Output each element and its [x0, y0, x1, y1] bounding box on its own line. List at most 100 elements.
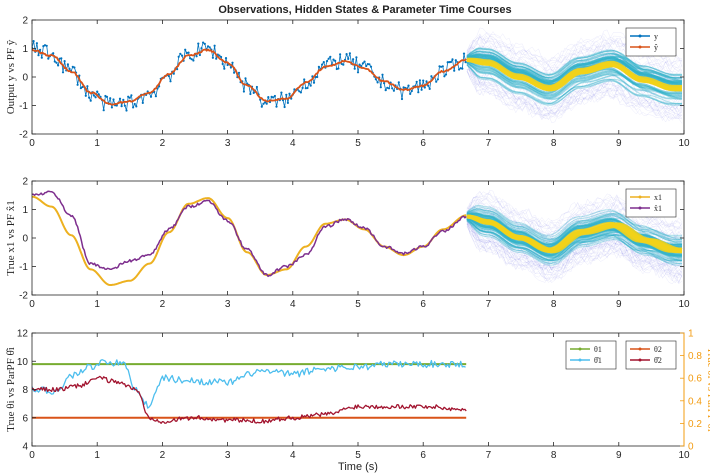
data-point	[200, 47, 203, 50]
data-point	[190, 58, 193, 61]
data-point	[448, 61, 451, 64]
forecast-trajectory	[466, 70, 683, 119]
data-point	[198, 53, 201, 57]
forecast-trajectory	[466, 218, 683, 271]
forecast-trajectory	[466, 219, 683, 274]
right-tick-label: 0.4	[688, 396, 702, 407]
series-1-1	[32, 190, 467, 278]
data-point	[215, 57, 218, 60]
data-point	[286, 101, 289, 104]
legend-label: θ̂2	[654, 356, 662, 365]
data-point	[195, 55, 198, 58]
data-point	[231, 61, 234, 64]
forecast-trajectory	[466, 211, 682, 244]
data-point	[418, 79, 421, 82]
forecast-trajectory	[466, 40, 683, 77]
data-point	[104, 94, 107, 98]
right-tick-label: 0.2	[688, 419, 702, 430]
forecast-trajectory	[466, 219, 683, 262]
forecast-trajectory	[466, 48, 682, 77]
data-point	[237, 71, 241, 74]
forecast-trajectory	[466, 63, 682, 105]
data-point	[57, 64, 60, 67]
legend-label: y	[654, 32, 658, 41]
series-1-0	[32, 195, 467, 286]
data-point	[224, 57, 228, 60]
data-point	[32, 40, 35, 43]
x-tick-label: 8	[551, 138, 557, 149]
data-point	[436, 78, 439, 81]
forecast-trajectory	[466, 71, 683, 121]
data-point	[446, 61, 449, 64]
x-tick-label: 4	[290, 138, 296, 149]
data-point	[260, 105, 263, 108]
forecast-trajectory	[466, 208, 682, 240]
forecast-trajectory	[466, 191, 683, 231]
data-point	[391, 87, 394, 90]
x-tick-label: 8	[551, 450, 557, 461]
data-point	[312, 81, 316, 84]
data-point	[441, 65, 444, 68]
x-tick-label: 6	[420, 138, 426, 149]
x-tick-label: 7	[486, 299, 492, 310]
forecast-trajectory	[466, 61, 683, 110]
data-point	[443, 75, 446, 78]
data-point	[259, 98, 262, 101]
x-tick-label: 3	[225, 138, 231, 149]
forecast-trajectory	[466, 224, 683, 281]
data-point	[177, 55, 180, 58]
data-point	[368, 63, 371, 66]
data-point	[94, 96, 97, 99]
data-point	[275, 105, 278, 108]
data-point	[92, 94, 95, 97]
data-point	[218, 54, 221, 57]
x-tick-label: 1	[94, 299, 100, 310]
data-point	[386, 86, 389, 89]
output-panel: 0 1 2 3 4 5 6 7 8 9 10 -2 -1 0 1 2 Output y vs PF ŷ yŷ	[5, 16, 690, 150]
data-point	[226, 63, 229, 67]
data-point	[208, 46, 211, 49]
data-point	[265, 102, 268, 105]
data-point	[52, 52, 55, 55]
x-tick-label: 5	[355, 299, 361, 310]
y-axis-label: True x1 vs PF x̂1	[5, 200, 17, 275]
data-point	[115, 104, 118, 107]
forecast-trajectory	[466, 71, 683, 117]
data-point	[280, 91, 283, 94]
y-tick-label: -2	[19, 130, 28, 141]
data-point	[242, 90, 245, 93]
data-point	[45, 44, 48, 47]
data-point	[149, 95, 153, 98]
x-tick-label: 1	[94, 138, 100, 149]
data-point	[252, 91, 255, 94]
legend-label: x̂1	[654, 204, 662, 213]
data-point	[306, 86, 309, 90]
x-tick-label: 10	[678, 450, 690, 461]
data-point	[352, 58, 355, 61]
forecast-trajectory	[466, 219, 683, 261]
forecast-trajectory	[466, 199, 683, 239]
forecast-trajectory	[466, 219, 682, 264]
data-point	[417, 91, 420, 94]
forecast-trajectory	[466, 217, 683, 275]
forecast-trajectory	[466, 222, 683, 276]
data-point	[96, 90, 99, 93]
forecast-trajectory	[466, 47, 682, 76]
data-point	[185, 51, 188, 55]
series-0-1	[32, 48, 467, 106]
right-tick-label: 1	[688, 329, 694, 340]
data-point	[322, 61, 325, 64]
forecast-trajectory	[466, 50, 682, 79]
y-tick-label: 1	[22, 44, 28, 55]
forecast-trajectory	[466, 64, 683, 119]
forecast-trajectory	[466, 223, 683, 285]
y-tick-label: 4	[22, 442, 28, 453]
forecast-trajectory	[466, 212, 682, 246]
data-point	[40, 56, 43, 59]
forecast-trajectory	[466, 226, 683, 284]
data-point	[213, 44, 216, 47]
data-point	[141, 101, 144, 104]
data-point	[105, 95, 109, 98]
y-tick-label: 0	[22, 234, 28, 245]
x-tick-label: 5	[355, 138, 361, 149]
